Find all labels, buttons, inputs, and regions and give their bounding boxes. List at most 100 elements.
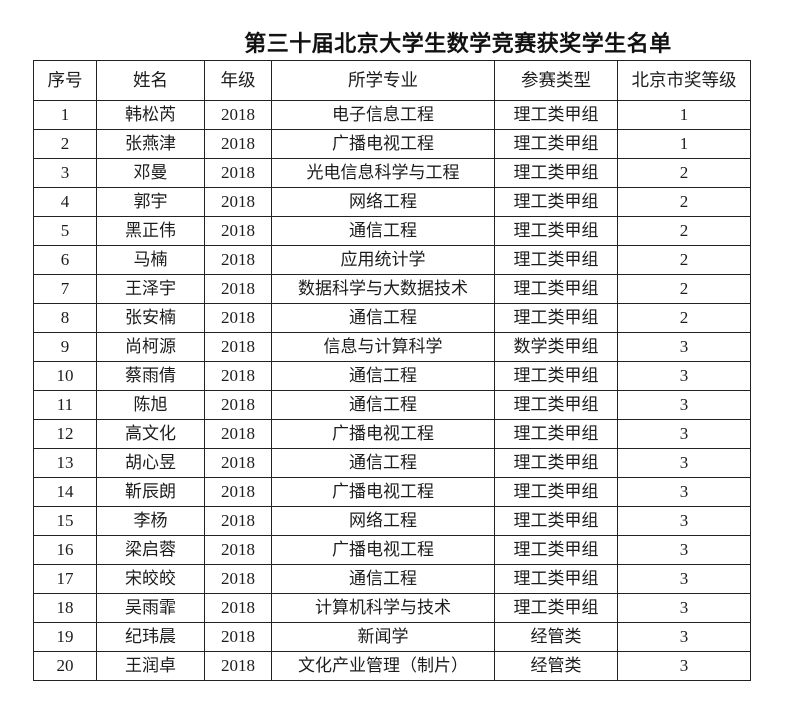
table-cell-category: 理工类甲组	[494, 100, 618, 130]
table-cell-major: 通信工程	[271, 390, 495, 420]
column-header: 姓名	[96, 60, 205, 101]
table-cell-category: 理工类甲组	[494, 187, 618, 217]
table-cell-no: 6	[33, 245, 97, 275]
table-cell-category: 理工类甲组	[494, 477, 618, 507]
table-cell-name: 纪玮晨	[96, 622, 205, 652]
table-cell-name: 胡心昱	[96, 448, 205, 478]
table-cell-no: 4	[33, 187, 97, 217]
table-cell-name: 高文化	[96, 419, 205, 449]
table-cell-award: 3	[617, 622, 751, 652]
table-cell-award: 1	[617, 129, 751, 159]
page-title: 第三十届北京大学生数学竞赛获奖学生名单	[244, 31, 672, 56]
table-cell-grade: 2018	[204, 245, 272, 275]
table-cell-major: 光电信息科学与工程	[271, 158, 495, 188]
table-cell-name: 王泽宇	[96, 274, 205, 304]
table-cell-award: 3	[617, 564, 751, 594]
table-cell-major: 通信工程	[271, 303, 495, 333]
table-cell-category: 理工类甲组	[494, 216, 618, 246]
table-cell-category: 理工类甲组	[494, 506, 618, 536]
table-cell-grade: 2018	[204, 564, 272, 594]
table-cell-award: 2	[617, 216, 751, 246]
table-cell-award: 1	[617, 100, 751, 130]
table-cell-category: 理工类甲组	[494, 129, 618, 159]
table-cell-name: 邓曼	[96, 158, 205, 188]
table-cell-no: 14	[33, 477, 97, 507]
table-cell-grade: 2018	[204, 129, 272, 159]
table-cell-grade: 2018	[204, 448, 272, 478]
column-header: 北京市奖等级	[617, 60, 751, 101]
table-cell-name: 黑正伟	[96, 216, 205, 246]
table-cell-award: 3	[617, 332, 751, 362]
table-cell-award: 3	[617, 593, 751, 623]
table-cell-no: 18	[33, 593, 97, 623]
table-cell-major: 广播电视工程	[271, 477, 495, 507]
table-cell-category: 理工类甲组	[494, 564, 618, 594]
table-cell-award: 3	[617, 361, 751, 391]
table-cell-major: 广播电视工程	[271, 535, 495, 565]
table-row: 1 韩松芮 2018 电子信息工程 理工类甲组 1	[33, 100, 751, 130]
table-cell-grade: 2018	[204, 477, 272, 507]
table-body: 1 韩松芮 2018 电子信息工程 理工类甲组 1 2 张燕津 2018 广播电视工程 理工类甲组 1…	[33, 100, 751, 681]
table-cell-major: 通信工程	[271, 216, 495, 246]
table-cell-grade: 2018	[204, 506, 272, 536]
table-cell-category: 数学类甲组	[494, 332, 618, 362]
table-cell-category: 理工类甲组	[494, 158, 618, 188]
column-header: 参赛类型	[494, 60, 618, 101]
awards-table: 序号 姓名 年级 所学专业 参赛类型 北京市奖等级 1 韩松芮 2018 电子信息工程 理工类甲组…	[33, 60, 751, 681]
table-cell-grade: 2018	[204, 187, 272, 217]
table-cell-grade: 2018	[204, 274, 272, 304]
table-cell-award: 3	[617, 535, 751, 565]
table-cell-major: 网络工程	[271, 187, 495, 217]
table-cell-name: 张燕津	[96, 129, 205, 159]
table-cell-no: 11	[33, 390, 97, 420]
column-header: 年级	[204, 60, 272, 101]
table-cell-no: 1	[33, 100, 97, 130]
table-cell-award: 3	[617, 390, 751, 420]
table-row: 8 张安楠 2018 通信工程 理工类甲组 2	[33, 303, 751, 333]
table-cell-category: 理工类甲组	[494, 303, 618, 333]
table-cell-major: 新闻学	[271, 622, 495, 652]
table-cell-award: 2	[617, 187, 751, 217]
table-row: 6 马楠 2018 应用统计学 理工类甲组 2	[33, 245, 751, 275]
table-cell-major: 电子信息工程	[271, 100, 495, 130]
table-cell-grade: 2018	[204, 593, 272, 623]
table-cell-grade: 2018	[204, 390, 272, 420]
table-cell-award: 3	[617, 419, 751, 449]
table-cell-no: 15	[33, 506, 97, 536]
table-cell-no: 12	[33, 419, 97, 449]
table-row: 14 靳辰朗 2018 广播电视工程 理工类甲组 3	[33, 477, 751, 507]
table-cell-name: 郭宇	[96, 187, 205, 217]
table-cell-category: 理工类甲组	[494, 535, 618, 565]
table-cell-category: 理工类甲组	[494, 390, 618, 420]
table-cell-award: 3	[617, 448, 751, 478]
table-cell-no: 8	[33, 303, 97, 333]
table-cell-category: 理工类甲组	[494, 593, 618, 623]
table-cell-grade: 2018	[204, 361, 272, 391]
table-cell-grade: 2018	[204, 622, 272, 652]
table-row: 17 宋皎皎 2018 通信工程 理工类甲组 3	[33, 564, 751, 594]
table-cell-name: 李杨	[96, 506, 205, 536]
table-row: 13 胡心昱 2018 通信工程 理工类甲组 3	[33, 448, 751, 478]
table-row: 16 梁启蓉 2018 广播电视工程 理工类甲组 3	[33, 535, 751, 565]
table-row: 7 王泽宇 2018 数据科学与大数据技术 理工类甲组 2	[33, 274, 751, 304]
table-cell-name: 宋皎皎	[96, 564, 205, 594]
table-row: 10 蔡雨倩 2018 通信工程 理工类甲组 3	[33, 361, 751, 391]
table-cell-name: 韩松芮	[96, 100, 205, 130]
table-cell-no: 5	[33, 216, 97, 246]
table-cell-category: 理工类甲组	[494, 245, 618, 275]
table-cell-major: 通信工程	[271, 361, 495, 391]
table-cell-category: 理工类甲组	[494, 274, 618, 304]
table-cell-name: 靳辰朗	[96, 477, 205, 507]
table-cell-no: 9	[33, 332, 97, 362]
table-cell-name: 蔡雨倩	[96, 361, 205, 391]
table-row: 2 张燕津 2018 广播电视工程 理工类甲组 1	[33, 129, 751, 159]
table-cell-award: 2	[617, 274, 751, 304]
table-row: 5 黑正伟 2018 通信工程 理工类甲组 2	[33, 216, 751, 246]
table-cell-grade: 2018	[204, 332, 272, 362]
table-cell-category: 理工类甲组	[494, 448, 618, 478]
table-cell-no: 10	[33, 361, 97, 391]
table-cell-grade: 2018	[204, 100, 272, 130]
table-cell-name: 陈旭	[96, 390, 205, 420]
table-cell-award: 3	[617, 506, 751, 536]
